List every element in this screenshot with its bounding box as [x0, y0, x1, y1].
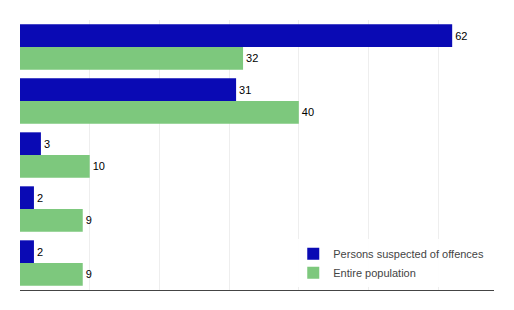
svg-text:Persons suspected of offences: Persons suspected of offences — [333, 248, 484, 260]
svg-text:62: 62 — [455, 30, 467, 42]
svg-text:40: 40 — [302, 106, 314, 118]
svg-text:10: 10 — [93, 160, 105, 172]
svg-text:9: 9 — [86, 214, 92, 226]
svg-text:2: 2 — [37, 246, 43, 258]
svg-text:32: 32 — [246, 52, 258, 64]
svg-text:Entire population: Entire population — [333, 267, 416, 279]
svg-text:3: 3 — [44, 138, 50, 150]
svg-text:9: 9 — [86, 268, 92, 280]
svg-text:2: 2 — [37, 192, 43, 204]
svg-text:31: 31 — [239, 84, 251, 96]
